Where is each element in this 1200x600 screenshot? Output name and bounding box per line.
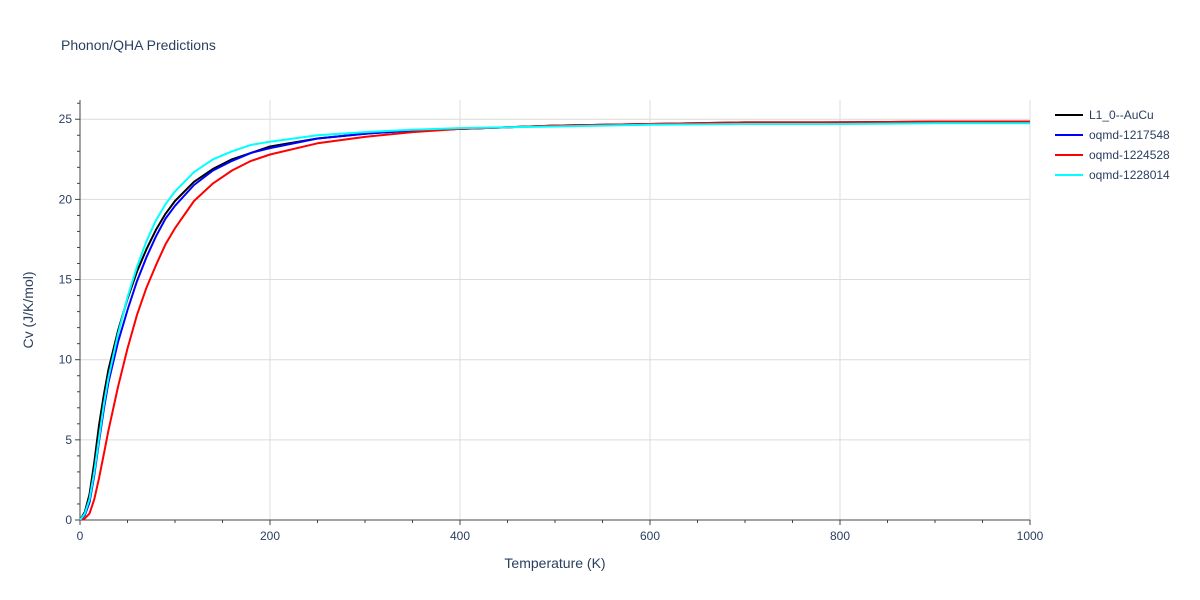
legend-label: oqmd-1224528 <box>1089 148 1170 162</box>
y-tick-label: 0 <box>65 513 72 527</box>
legend-label: oqmd-1217548 <box>1089 128 1170 142</box>
x-tick-label: 0 <box>77 529 84 543</box>
y-tick-label: 5 <box>65 433 72 447</box>
legend[interactable]: L1_0--AuCu oqmd-1217548 oqmd-1224528 oqmd-1… <box>1055 108 1170 182</box>
series-line <box>79 122 1030 521</box>
x-tick-label: 400 <box>450 529 470 543</box>
y-tick-label: 10 <box>59 353 73 367</box>
legend-item[interactable]: oqmd-1224528 <box>1055 148 1170 162</box>
plot-area <box>79 120 1031 521</box>
y-tick-label: 15 <box>59 273 73 287</box>
x-axis-title: Temperature (K) <box>504 555 605 571</box>
chart-title: Phonon/QHA Predictions <box>61 37 216 53</box>
x-tick-label: 800 <box>830 529 850 543</box>
x-tick-label: 200 <box>260 529 280 543</box>
y-tick-label: 25 <box>59 112 73 126</box>
series-line <box>79 120 1031 521</box>
legend-label: L1_0--AuCu <box>1089 108 1154 122</box>
x-tick-label: 1000 <box>1017 529 1044 543</box>
legend-item[interactable]: oqmd-1217548 <box>1055 128 1170 142</box>
y-axis-title: Cv (J/K/mol) <box>20 272 36 349</box>
grid <box>80 100 1031 520</box>
axes: 0 200 400 600 800 1000 0 5 10 15 20 25 <box>59 100 1044 543</box>
x-tick-label: 600 <box>640 529 660 543</box>
y-tick-label: 20 <box>59 192 73 206</box>
series-line <box>79 120 1030 521</box>
legend-item[interactable]: oqmd-1228014 <box>1055 168 1170 182</box>
series-line <box>79 120 1030 521</box>
legend-item[interactable]: L1_0--AuCu <box>1055 108 1154 122</box>
legend-label: oqmd-1228014 <box>1089 168 1170 182</box>
